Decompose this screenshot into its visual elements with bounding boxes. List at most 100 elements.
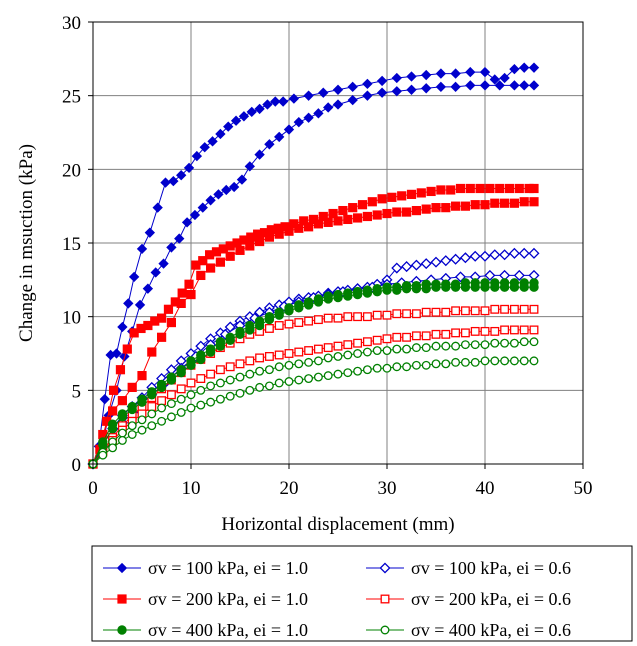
- series-11-point-10: [186, 403, 196, 413]
- series-9-point-28: [362, 288, 373, 298]
- series-11-point-33: [411, 360, 421, 370]
- series-2-point-34: [420, 258, 432, 270]
- series-9-point-17: [254, 320, 265, 331]
- series-4-point-37: [367, 197, 377, 207]
- series-11-point-41: [490, 356, 500, 366]
- series-0-point-37: [435, 68, 447, 79]
- series-1-point-29: [332, 99, 344, 110]
- series-0-point-2: [99, 394, 110, 405]
- series-11-point-31: [392, 362, 402, 372]
- series-9-point-9: [176, 367, 186, 378]
- series-6-point-33: [411, 309, 421, 319]
- series-5-point-2: [108, 406, 118, 416]
- series-9-point-19: [274, 310, 284, 320]
- series-11-point-38: [460, 357, 470, 367]
- series-0-point-17: [207, 136, 218, 147]
- series-11-point-34: [421, 360, 431, 370]
- legend-marker-0: [116, 562, 128, 574]
- series-5-point-22: [303, 222, 314, 232]
- series-10-point-3: [117, 428, 127, 438]
- series-line-6: [92, 308, 534, 465]
- series-11-point-19: [274, 378, 284, 388]
- series-11-point-22: [304, 374, 314, 383]
- series-11-point-5: [137, 425, 147, 435]
- series-4-point-54: [529, 183, 539, 194]
- series-5-point-6: [147, 347, 157, 357]
- series-6-point-43: [509, 304, 519, 314]
- series-9-point-14: [225, 335, 235, 345]
- series-7-point-12: [206, 369, 216, 379]
- series-7-point-44: [519, 325, 529, 335]
- y-tick-label-6: 30: [62, 13, 81, 34]
- series-0-point-29: [318, 87, 329, 98]
- series-9-point-22: [303, 300, 314, 310]
- series-7-point-8: [166, 390, 176, 400]
- series-0-point-22: [246, 106, 257, 118]
- series-10-point-33: [411, 343, 421, 353]
- series-5-point-44: [519, 197, 529, 207]
- series-11-point-13: [215, 394, 225, 404]
- series-5-point-29: [372, 210, 382, 220]
- series-7-point-20: [284, 349, 294, 358]
- series-line-0: [92, 67, 534, 465]
- series-2-point-38: [459, 252, 471, 264]
- series-9-point-26: [343, 291, 353, 301]
- series-7-point-26: [343, 340, 353, 350]
- series-0-point-21: [238, 111, 250, 122]
- series-6-point-39: [470, 306, 480, 316]
- series-11-point-43: [509, 356, 519, 366]
- series-2-point-36: [440, 255, 452, 267]
- series-10-point-14: [225, 375, 235, 385]
- series-5-point-4: [127, 382, 137, 392]
- series-6-point-36: [441, 307, 451, 317]
- series-11-point-37: [451, 357, 461, 367]
- series-10-point-40: [480, 340, 490, 350]
- series-6-point-20: [284, 319, 294, 329]
- series-4-point-39: [387, 192, 397, 202]
- series-4-point-4: [115, 365, 126, 375]
- series-0-point-15: [191, 150, 203, 162]
- series-10-point-11: [196, 385, 206, 395]
- series-1-point-43: [528, 80, 540, 91]
- series-1-point-16: [213, 189, 224, 200]
- series-5-point-27: [352, 213, 363, 223]
- series-9-point-36: [441, 282, 451, 292]
- series-4-point-52: [514, 183, 524, 194]
- series-1-point-31: [362, 90, 373, 101]
- legend-label-5: σv = 400 kPa, ei = 0.6: [411, 620, 571, 640]
- series-7-point-38: [460, 328, 470, 338]
- series-0: [87, 62, 540, 470]
- series-7-point-7: [157, 396, 167, 406]
- series-0-point-42: [499, 72, 510, 84]
- series-0-point-13: [176, 170, 187, 181]
- series-9-point-16: [245, 325, 255, 335]
- legend-marker-3: [380, 594, 390, 604]
- series-5-point-13: [215, 257, 225, 267]
- series-9-point-34: [421, 283, 431, 294]
- y-tick-label-4: 20: [62, 160, 81, 181]
- series-7-point-24: [323, 343, 333, 353]
- series-11-point-3: [117, 435, 127, 445]
- series-11-point-17: [255, 382, 265, 392]
- series-0-point-30: [332, 84, 344, 95]
- x-tick-label-2: 20: [280, 478, 299, 499]
- series-2-point-39: [469, 250, 481, 262]
- series-7-point-13: [215, 365, 225, 375]
- series-line-11: [92, 360, 534, 465]
- series-7-point-22: [304, 346, 314, 356]
- series-10-point-24: [323, 353, 333, 363]
- series-9-point-42: [499, 282, 510, 292]
- series-10-point-15: [235, 372, 245, 382]
- series-7-point-40: [480, 326, 490, 336]
- series-4-point-40: [397, 191, 407, 201]
- series-1-point-19: [236, 174, 248, 185]
- series-0-point-12: [168, 175, 179, 187]
- series-4-point-46: [455, 183, 466, 194]
- y-tick-label-3: 15: [62, 234, 81, 255]
- series-11-point-6: [147, 421, 157, 431]
- series-1-point-39: [479, 80, 491, 91]
- series-11: [88, 356, 539, 469]
- series-3-point-29: [513, 269, 525, 281]
- series-7-point-34: [421, 331, 431, 341]
- series-11-point-15: [235, 388, 245, 398]
